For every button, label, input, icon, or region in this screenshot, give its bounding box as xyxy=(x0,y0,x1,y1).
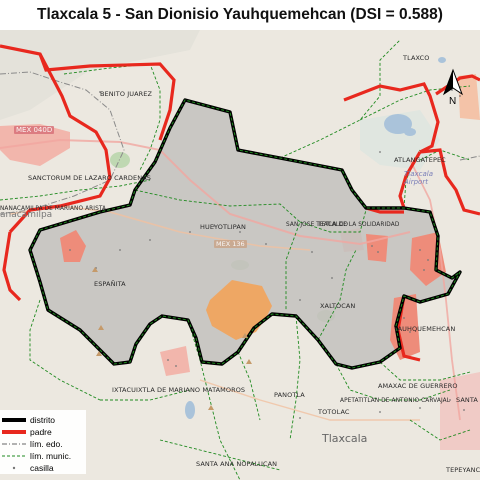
legend-swatch-casilla xyxy=(12,466,16,470)
urban-tlaxco xyxy=(458,74,480,120)
place-santa-ana: SANTA ANA NOPALUCAN xyxy=(196,460,278,468)
city-label-tlaxcala: Tlaxcala xyxy=(322,432,368,445)
map-title: Tlaxcala 5 - San Dionisio Yauhquemehcan … xyxy=(0,0,480,30)
district-polygon[interactable] xyxy=(30,100,460,368)
place-hueyotlipan: HUEYOTLIPAN xyxy=(200,223,246,231)
place-benito-juarez: BENITO JUAREZ xyxy=(100,90,152,98)
place-amaxac: AMAXAC DE GUERRERO xyxy=(378,382,458,390)
state-boundary-west xyxy=(0,71,125,215)
road-label-136: MEX 136 xyxy=(214,240,247,248)
north-arrow-icon xyxy=(442,68,464,96)
north-arrow: N xyxy=(440,68,466,108)
legend-item-padre: padre xyxy=(2,426,52,438)
legend-label-casilla: casilla xyxy=(30,463,54,473)
place-tepeyanco: TEPEYANCO xyxy=(446,466,480,474)
place-ixtacuixtla: IXTACUIXTLA DE MARIANO MATAMOROS xyxy=(112,386,246,394)
casilla-points xyxy=(69,89,465,439)
state-boundary-east xyxy=(459,155,480,161)
place-atlangatepec: ATLANGATEPEC xyxy=(394,156,446,164)
lake-small xyxy=(404,128,416,136)
place-sanctorum: SANCTORUM DE LAZARO CARDENAS xyxy=(28,174,151,182)
place-panotla: PANOTLA xyxy=(274,391,305,399)
park-a xyxy=(110,152,130,168)
urban-ixtacuixtla xyxy=(160,346,190,376)
urban-espanita xyxy=(60,230,86,262)
north-label: N xyxy=(449,96,457,107)
place-apetatitlan: APETATITLAN DE ANTONIO CARVAJAL xyxy=(340,398,451,404)
basemap-northwest xyxy=(0,30,200,120)
legend-item-distrito: distrito xyxy=(2,414,55,426)
legend-swatch-padre xyxy=(2,430,26,434)
legend-label-distrito: distrito xyxy=(30,415,56,425)
road-main xyxy=(0,138,411,246)
legend-label-lim-munic: lím. munic. xyxy=(30,451,72,461)
legend-swatch-lim-edo xyxy=(2,443,26,445)
map-legend: distrito padre lím. edo. lím. munic. cas… xyxy=(0,410,86,474)
lake-atlangatepec xyxy=(384,114,412,134)
district-inner-munic-line xyxy=(29,99,461,369)
map-svg xyxy=(0,30,480,480)
terrain-peaks xyxy=(92,267,252,410)
legend-item-lim-munic: lím. munic. xyxy=(2,450,71,462)
place-nanacamilpa: NANACAMILPA DE MARIANO ARISTA xyxy=(0,206,107,212)
place-tetla: TETLA DE LA SOLIDARIDAD xyxy=(318,222,400,228)
legend-label-padre: padre xyxy=(30,427,52,437)
road-label-040d: MEX 040D xyxy=(14,126,55,134)
place-san-jose-teacalco: SAN JOSE TEACALCO xyxy=(286,222,349,228)
place-espanita: ESPAÑITA xyxy=(94,280,126,288)
place-yauhquemehcan: YAUHQUEMEHCAN xyxy=(394,325,456,333)
legend-item-casilla: casilla xyxy=(2,462,54,474)
place-totolac: TOTOLAC xyxy=(318,408,350,416)
pond-tlaxco xyxy=(438,57,446,63)
place-santa-cruz: SANTA CRUZ xyxy=(456,396,480,404)
basemap-town-fragment: anacamilpa xyxy=(0,210,53,220)
legend-swatch-distrito xyxy=(2,418,26,422)
urban-calpulalpan xyxy=(0,124,70,166)
place-xaltocan: XALTOCAN xyxy=(320,302,356,310)
airport-label: Tlaxcala Airport xyxy=(404,170,434,186)
place-tlaxco: TLAXCO xyxy=(403,54,430,62)
map-canvas[interactable]: MEX 040D MEX 136 Tlaxcala Airport anacam… xyxy=(0,30,480,480)
road-south xyxy=(199,379,420,421)
legend-swatch-lim-munic xyxy=(2,455,26,457)
legend-item-lim-edo: lím. edo. xyxy=(2,438,63,450)
urban-tlaxcala xyxy=(440,372,480,450)
reservoir-south xyxy=(185,401,195,419)
legend-label-lim-edo: lím. edo. xyxy=(30,439,63,449)
